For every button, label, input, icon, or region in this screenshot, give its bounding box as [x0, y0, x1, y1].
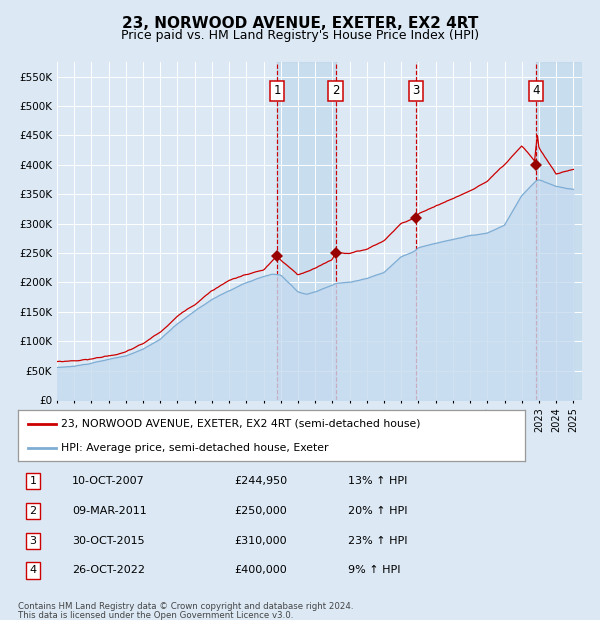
- Text: 23% ↑ HPI: 23% ↑ HPI: [348, 536, 407, 546]
- Bar: [536, 62, 582, 400]
- Text: 4: 4: [532, 84, 539, 97]
- Bar: [277, 62, 335, 400]
- Text: 09-MAR-2011: 09-MAR-2011: [72, 506, 147, 516]
- Text: 3: 3: [29, 536, 37, 546]
- Text: £310,000: £310,000: [234, 536, 287, 546]
- Text: 2: 2: [29, 506, 37, 516]
- Text: 10-OCT-2007: 10-OCT-2007: [72, 476, 145, 486]
- Text: 20% ↑ HPI: 20% ↑ HPI: [348, 506, 407, 516]
- Text: 23, NORWOOD AVENUE, EXETER, EX2 4RT: 23, NORWOOD AVENUE, EXETER, EX2 4RT: [122, 16, 478, 31]
- Text: £250,000: £250,000: [234, 506, 287, 516]
- Text: 2: 2: [332, 84, 339, 97]
- Text: HPI: Average price, semi-detached house, Exeter: HPI: Average price, semi-detached house,…: [61, 443, 329, 453]
- Text: £400,000: £400,000: [234, 565, 287, 575]
- Text: 4: 4: [29, 565, 37, 575]
- Text: 30-OCT-2015: 30-OCT-2015: [72, 536, 145, 546]
- Text: 1: 1: [273, 84, 281, 97]
- Text: 3: 3: [412, 84, 419, 97]
- Text: Contains HM Land Registry data © Crown copyright and database right 2024.: Contains HM Land Registry data © Crown c…: [18, 602, 353, 611]
- Text: 13% ↑ HPI: 13% ↑ HPI: [348, 476, 407, 486]
- Text: Price paid vs. HM Land Registry's House Price Index (HPI): Price paid vs. HM Land Registry's House …: [121, 29, 479, 42]
- Text: 26-OCT-2022: 26-OCT-2022: [72, 565, 145, 575]
- Text: 9% ↑ HPI: 9% ↑ HPI: [348, 565, 401, 575]
- Text: £244,950: £244,950: [234, 476, 287, 486]
- Text: 23, NORWOOD AVENUE, EXETER, EX2 4RT (semi-detached house): 23, NORWOOD AVENUE, EXETER, EX2 4RT (sem…: [61, 418, 421, 428]
- Text: 1: 1: [29, 476, 37, 486]
- Bar: [556, 62, 582, 400]
- Text: This data is licensed under the Open Government Licence v3.0.: This data is licensed under the Open Gov…: [18, 611, 293, 619]
